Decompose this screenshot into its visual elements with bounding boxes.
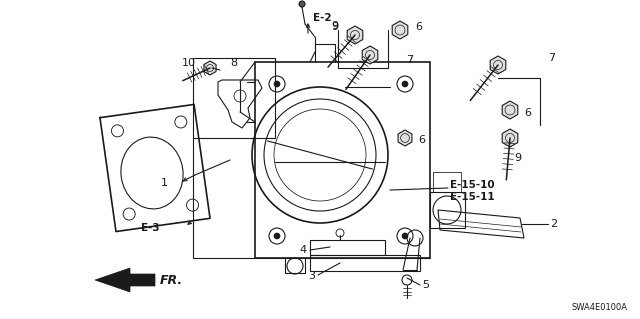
Text: 6: 6 [418, 135, 425, 145]
Bar [430, 192, 465, 228]
Bar [310, 240, 385, 255]
Bar [433, 172, 461, 192]
Text: E-2: E-2 [313, 13, 332, 23]
Circle shape [402, 233, 408, 239]
Polygon shape [392, 21, 408, 39]
Polygon shape [502, 129, 518, 147]
Text: 10: 10 [182, 58, 196, 68]
Circle shape [402, 81, 408, 87]
Text: 2: 2 [550, 219, 557, 229]
Text: FR.: FR. [160, 273, 183, 286]
Bar [193, 58, 275, 138]
Text: 7: 7 [548, 53, 555, 63]
Polygon shape [362, 46, 378, 64]
Text: SWA4E0100A: SWA4E0100A [572, 303, 628, 313]
Circle shape [274, 81, 280, 87]
Text: E-3: E-3 [141, 223, 160, 233]
Polygon shape [348, 26, 363, 44]
Text: 9: 9 [515, 153, 522, 163]
Circle shape [299, 1, 305, 7]
Text: 9: 9 [331, 21, 338, 31]
Polygon shape [490, 56, 506, 74]
Text: 6: 6 [415, 22, 422, 32]
Text: 9: 9 [331, 22, 338, 32]
Bar [255, 62, 430, 258]
Polygon shape [95, 268, 155, 292]
Polygon shape [398, 130, 412, 146]
Text: 7: 7 [406, 55, 413, 65]
Text: 4: 4 [300, 245, 307, 255]
Text: 1: 1 [161, 178, 168, 188]
Text: 8: 8 [230, 58, 237, 68]
Text: 6: 6 [524, 108, 531, 118]
Polygon shape [204, 61, 216, 75]
Polygon shape [502, 101, 518, 119]
Text: 3: 3 [308, 271, 315, 281]
Text: E-15-10: E-15-10 [450, 180, 495, 190]
Text: E-15-11: E-15-11 [450, 192, 495, 202]
Circle shape [274, 233, 280, 239]
Bar [310, 255, 420, 271]
Text: 5: 5 [422, 280, 429, 290]
